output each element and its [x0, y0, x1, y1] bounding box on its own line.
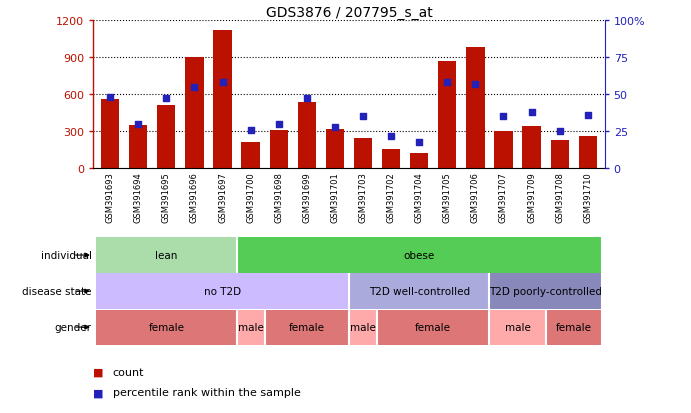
Bar [101, 100, 120, 169]
Bar [325, 129, 344, 169]
Bar [96, 238, 236, 273]
Text: female: female [149, 322, 184, 332]
Bar [265, 310, 349, 345]
Bar [185, 58, 204, 169]
Bar [129, 126, 147, 169]
Bar [382, 150, 400, 169]
Bar [349, 310, 377, 345]
Point [104, 95, 115, 101]
Point [470, 81, 481, 88]
Text: female: female [289, 322, 325, 332]
Point [414, 139, 425, 145]
Bar [157, 106, 176, 169]
Text: no T2D: no T2D [204, 286, 241, 297]
Text: male: male [238, 322, 263, 332]
Point [217, 80, 228, 86]
Point [161, 96, 172, 102]
Text: female: female [556, 322, 591, 332]
Point [526, 109, 537, 116]
Bar [466, 48, 484, 169]
Text: male: male [350, 322, 376, 332]
Point [386, 133, 397, 140]
Text: disease state: disease state [22, 286, 92, 297]
Bar [354, 139, 372, 169]
Text: obese: obese [404, 250, 435, 261]
Text: gender: gender [55, 322, 92, 332]
Text: ■: ■ [93, 387, 104, 397]
Bar [551, 140, 569, 169]
Point [189, 84, 200, 91]
Point [442, 80, 453, 86]
Bar [377, 310, 489, 345]
Bar [522, 127, 540, 169]
Text: female: female [415, 322, 451, 332]
Bar [269, 131, 288, 169]
Bar [349, 274, 489, 309]
Bar [410, 154, 428, 169]
Bar [438, 62, 457, 169]
Bar [494, 132, 513, 169]
Point [330, 124, 341, 131]
Point [498, 114, 509, 120]
Text: individual: individual [41, 250, 92, 261]
Bar [578, 137, 597, 169]
Point [357, 114, 368, 120]
Bar [214, 31, 231, 169]
Text: T2D poorly-controlled: T2D poorly-controlled [489, 286, 602, 297]
Point [583, 112, 594, 119]
Text: count: count [113, 367, 144, 377]
Title: GDS3876 / 207795_s_at: GDS3876 / 207795_s_at [265, 6, 433, 20]
Text: lean: lean [155, 250, 178, 261]
Point [554, 128, 565, 135]
Bar [489, 310, 546, 345]
Bar [241, 143, 260, 169]
Bar [298, 103, 316, 169]
Bar [546, 310, 602, 345]
Point [245, 127, 256, 134]
Point [273, 121, 284, 128]
Point [133, 121, 144, 128]
Bar [489, 274, 602, 309]
Bar [236, 238, 602, 273]
Bar [236, 310, 265, 345]
Bar [96, 274, 349, 309]
Text: percentile rank within the sample: percentile rank within the sample [113, 387, 301, 397]
Bar [96, 310, 236, 345]
Text: T2D well-controlled: T2D well-controlled [368, 286, 470, 297]
Text: male: male [504, 322, 531, 332]
Text: ■: ■ [93, 367, 104, 377]
Point [301, 96, 312, 102]
